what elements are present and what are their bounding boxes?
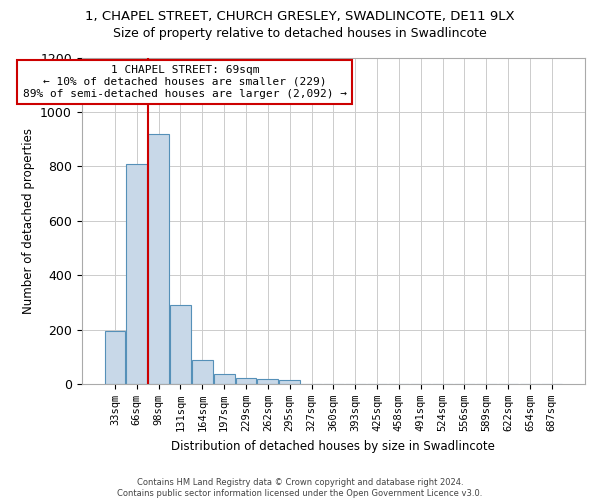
- Bar: [104, 332, 125, 384]
- Y-axis label: Number of detached properties: Number of detached properties: [22, 128, 35, 314]
- Bar: [148, 134, 169, 384]
- Bar: [257, 380, 278, 384]
- Text: Size of property relative to detached houses in Swadlincote: Size of property relative to detached ho…: [113, 28, 487, 40]
- Text: 1, CHAPEL STREET, CHURCH GRESLEY, SWADLINCOTE, DE11 9LX: 1, CHAPEL STREET, CHURCH GRESLEY, SWADLI…: [85, 10, 515, 23]
- Bar: [214, 374, 235, 384]
- X-axis label: Distribution of detached houses by size in Swadlincote: Distribution of detached houses by size …: [172, 440, 495, 452]
- Bar: [192, 360, 212, 384]
- Bar: [236, 378, 256, 384]
- Text: Contains HM Land Registry data © Crown copyright and database right 2024.
Contai: Contains HM Land Registry data © Crown c…: [118, 478, 482, 498]
- Text: 1 CHAPEL STREET: 69sqm
← 10% of detached houses are smaller (229)
89% of semi-de: 1 CHAPEL STREET: 69sqm ← 10% of detached…: [23, 66, 347, 98]
- Bar: [170, 305, 191, 384]
- Bar: [280, 380, 300, 384]
- Bar: [127, 164, 147, 384]
